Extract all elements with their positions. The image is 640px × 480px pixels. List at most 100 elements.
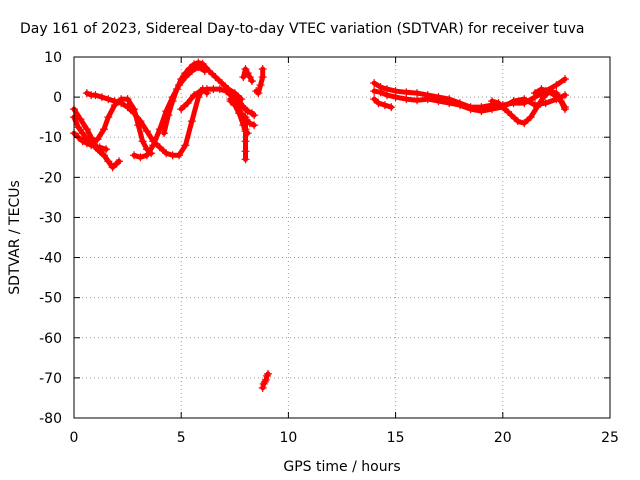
data-point <box>539 93 548 102</box>
data-point <box>168 97 177 106</box>
series-trace <box>71 106 105 156</box>
data-point <box>130 151 139 160</box>
data-point <box>211 73 220 82</box>
x-tick-label: 0 <box>70 430 79 446</box>
data-point <box>130 105 139 114</box>
data-point <box>402 88 411 97</box>
data-point <box>241 113 250 122</box>
data-point <box>477 107 486 116</box>
data-point <box>560 105 569 114</box>
y-tick-label: 10 <box>44 50 62 66</box>
data-point <box>172 85 181 94</box>
data-point <box>500 105 509 114</box>
series-trace <box>253 66 266 96</box>
data-point <box>247 77 256 86</box>
data-point <box>194 58 203 67</box>
data-point <box>370 79 379 88</box>
data-point <box>80 133 89 142</box>
grid <box>74 57 610 418</box>
data-point <box>181 141 190 150</box>
data-point <box>380 101 389 110</box>
data-point <box>138 137 147 146</box>
data-point <box>258 383 267 392</box>
y-axis-label: SDTVAR / TECUs <box>7 180 23 295</box>
data-point <box>93 135 102 144</box>
data-point <box>445 99 454 108</box>
data-point <box>520 95 529 104</box>
data-point <box>241 155 250 164</box>
data-point <box>241 125 250 134</box>
data-point <box>560 91 569 100</box>
data-point <box>235 97 244 106</box>
data-point <box>530 89 539 98</box>
data-point <box>155 143 164 152</box>
data-point <box>196 87 205 96</box>
data-point <box>82 89 91 98</box>
y-tick-label: -80 <box>39 411 62 427</box>
data-point <box>91 91 100 100</box>
data-point <box>387 103 396 112</box>
data-point <box>488 105 497 114</box>
data-point <box>181 69 190 78</box>
data-point <box>243 69 252 78</box>
data-point <box>560 75 569 84</box>
data-point <box>413 89 422 98</box>
data-series-group <box>70 58 569 392</box>
series-trace-14 <box>252 65 267 98</box>
data-point <box>134 121 143 130</box>
data-point <box>74 123 83 132</box>
data-point <box>110 101 119 110</box>
data-point <box>258 65 267 74</box>
data-point <box>115 157 124 166</box>
data-point <box>183 99 192 108</box>
data-point <box>230 93 239 102</box>
data-point <box>232 101 241 110</box>
data-point <box>104 113 113 122</box>
data-point <box>160 129 169 138</box>
data-point <box>108 163 117 172</box>
data-point <box>507 111 516 120</box>
data-point <box>104 95 113 104</box>
data-point <box>245 73 254 82</box>
data-point <box>82 125 91 134</box>
data-point <box>383 91 392 100</box>
y-tick-label: -20 <box>39 170 62 186</box>
data-point <box>413 96 422 105</box>
data-point <box>241 137 250 146</box>
data-point <box>513 117 522 126</box>
data-point <box>520 119 529 128</box>
data-point <box>250 121 259 130</box>
data-point <box>509 97 518 106</box>
data-point <box>87 137 96 146</box>
data-point <box>241 65 250 74</box>
data-point <box>217 79 226 88</box>
data-point <box>550 91 559 100</box>
data-point <box>136 153 145 162</box>
data-point <box>423 95 432 104</box>
data-point <box>175 151 184 160</box>
x-tick-label: 25 <box>601 430 619 446</box>
data-point <box>533 103 542 112</box>
data-point <box>78 137 87 146</box>
data-point <box>198 59 207 68</box>
x-tick-label: 5 <box>177 430 186 446</box>
data-point <box>455 101 464 110</box>
data-point <box>226 97 235 106</box>
axis-ticks: 0 5 10 15 20 25 10 0 -10 -20 -30 -40 -50 -60 -70 -80 <box>39 50 619 446</box>
data-point <box>190 60 199 69</box>
data-point <box>260 377 269 386</box>
data-point <box>205 67 214 76</box>
data-point <box>76 115 85 124</box>
series-trace <box>161 60 244 136</box>
data-point <box>164 111 173 120</box>
data-point <box>177 105 186 114</box>
data-point <box>149 141 158 150</box>
y-tick-label: -30 <box>39 210 62 226</box>
data-point <box>185 64 194 73</box>
data-point <box>258 73 267 82</box>
data-point <box>250 111 259 120</box>
series-trace <box>371 96 394 110</box>
data-point <box>162 149 171 158</box>
data-point <box>526 113 535 122</box>
data-point <box>190 91 199 100</box>
